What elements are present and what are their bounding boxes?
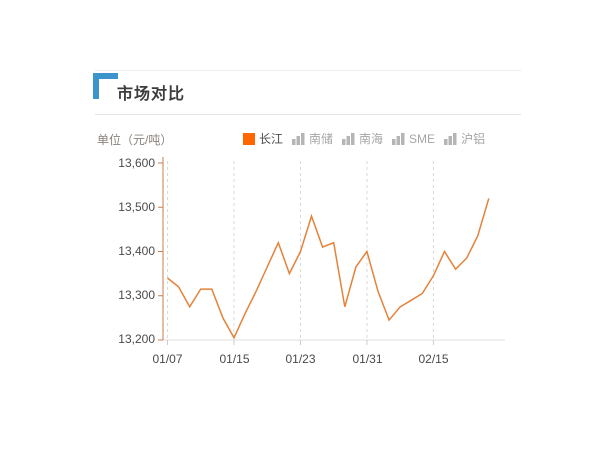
column-chart-icon [292,132,305,145]
market-comparison-card: 市场对比 单位（元/吨） 长江 南储 南海 SME 沪铝 13,600 13,5… [93,70,521,391]
column-chart-icon [444,132,457,145]
x-axis-label: 01/15 [219,352,250,366]
corner-bracket-icon [93,73,118,99]
chart-legend: 长江 南储 南海 SME 沪铝 [243,130,485,147]
y-axis-label: 13,300 [118,288,155,302]
header-divider [95,114,521,115]
line-chart[interactable]: 13,600 13,500 13,400 13,300 13,200 01/07… [95,151,521,386]
section-title: 市场对比 [117,86,186,103]
legend-item-nanchu[interactable]: 南储 [292,130,333,147]
legend-item-hulv[interactable]: 沪铝 [444,130,485,147]
legend-item-label: 长江 [259,132,284,146]
unit-label: 单位（元/吨） [97,133,173,147]
line-series-changjiang[interactable] [167,198,490,340]
legend-item-label: 沪铝 [461,132,486,146]
y-axis-label: 13,200 [118,332,155,346]
legend-item-label: SME [409,131,436,146]
legend-item-label: 南储 [309,132,334,146]
chart-plot-area[interactable] [95,151,521,351]
y-axis-label: 13,500 [118,200,155,214]
legend-item-nanhai[interactable]: 南海 [342,130,383,147]
legend-item-label: 南海 [359,132,384,146]
legend-item-sme[interactable]: SME [392,132,435,146]
x-axis-label: 01/31 [352,352,383,366]
x-axis-label: 01/23 [285,352,316,366]
x-axis-label: 01/07 [152,352,183,366]
series-swatch-icon [243,132,255,145]
x-axis-label: 02/15 [418,352,449,366]
column-chart-icon [342,132,355,145]
column-chart-icon [392,132,405,145]
y-axis-label: 13,400 [118,244,155,258]
y-axis-label: 13,600 [118,156,155,170]
legend-item-changjiang[interactable]: 长江 [243,130,283,147]
